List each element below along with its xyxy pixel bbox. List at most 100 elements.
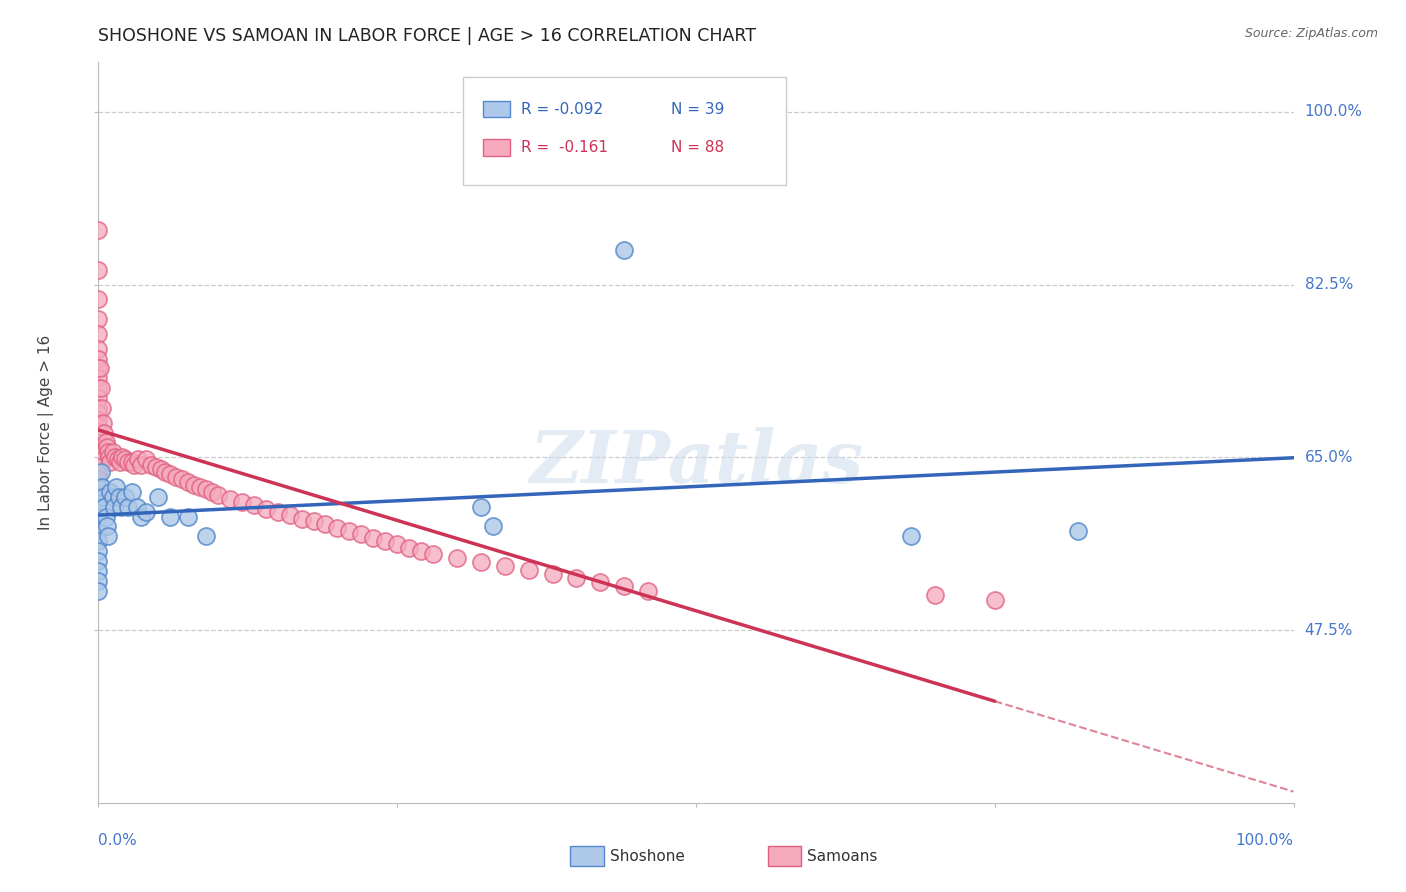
Point (103, 500, 125, 514)
Point (98, 450, 121, 465)
Point (87, 418, 110, 433)
Point (135, 452, 157, 467)
Point (110, 500, 132, 514)
Point (87, 448, 110, 462)
Point (107, 452, 129, 467)
Point (159, 467, 181, 481)
Point (90, 381, 112, 395)
Point (326, 521, 349, 535)
Point (101, 445, 124, 459)
Point (111, 450, 134, 465)
Point (90, 465, 112, 479)
Point (924, 589, 946, 603)
Point (139, 458, 162, 473)
Point (87, 401, 110, 415)
Point (96, 519, 118, 533)
Point (470, 500, 492, 514)
Point (87, 583, 110, 598)
FancyBboxPatch shape (484, 139, 509, 156)
Point (117, 500, 139, 514)
Text: Samoans: Samoans (807, 848, 877, 863)
Point (93, 500, 115, 514)
Point (87, 454, 110, 468)
Point (87, 490, 110, 504)
Point (87, 342, 110, 356)
Point (87, 574, 110, 588)
Point (613, 243, 636, 257)
Point (165, 470, 187, 484)
Point (155, 465, 177, 479)
Point (350, 527, 373, 541)
Point (207, 488, 229, 502)
Point (565, 571, 588, 585)
Point (243, 498, 266, 512)
Text: R =  -0.161: R = -0.161 (522, 140, 609, 155)
Point (177, 475, 200, 489)
Point (87, 480, 110, 494)
Point (87, 564, 110, 578)
Text: R = -0.092: R = -0.092 (522, 102, 603, 117)
Point (124, 458, 146, 473)
Point (87, 326, 110, 341)
Point (107, 490, 129, 504)
Point (87, 223, 110, 237)
Point (87, 466, 110, 480)
Point (98, 484, 122, 499)
Text: N = 88: N = 88 (671, 140, 724, 155)
Point (87, 293, 110, 307)
Point (87, 351, 110, 366)
Point (172, 472, 194, 486)
Point (984, 593, 1007, 607)
Point (613, 579, 636, 593)
Point (117, 455, 139, 469)
Point (114, 452, 136, 467)
Point (87, 500, 110, 514)
Point (188, 480, 211, 494)
Point (1067, 524, 1090, 539)
Point (183, 478, 205, 492)
Point (87, 509, 110, 524)
Point (121, 484, 143, 499)
Point (87, 361, 110, 376)
Point (131, 509, 153, 524)
Text: 0.0%: 0.0% (98, 833, 138, 848)
Point (411, 544, 433, 558)
Point (302, 515, 325, 529)
Text: 82.5%: 82.5% (1305, 277, 1353, 292)
Point (87, 262, 110, 277)
Point (101, 490, 124, 504)
Point (87, 431, 110, 445)
Point (98, 455, 122, 469)
Point (114, 490, 136, 504)
Point (149, 462, 172, 476)
Text: ZIPatlas: ZIPatlas (529, 426, 863, 498)
Point (87, 554, 110, 568)
Point (131, 458, 153, 473)
Point (446, 551, 468, 566)
FancyBboxPatch shape (571, 846, 605, 866)
Point (87, 406, 110, 420)
Point (91, 416, 114, 430)
Point (87, 425, 110, 439)
Point (363, 531, 385, 545)
Text: In Labor Force | Age > 16: In Labor Force | Age > 16 (38, 335, 53, 530)
Point (108, 455, 131, 469)
Point (900, 529, 922, 543)
Point (267, 505, 290, 519)
Point (91, 490, 114, 504)
FancyBboxPatch shape (484, 101, 509, 117)
Point (481, 519, 505, 533)
Point (135, 505, 157, 519)
Point (541, 566, 564, 581)
Point (94, 509, 117, 524)
Text: 100.0%: 100.0% (1236, 833, 1294, 848)
Text: N = 39: N = 39 (671, 102, 724, 117)
Point (87, 534, 110, 549)
Point (87, 472, 110, 486)
Point (201, 484, 224, 499)
FancyBboxPatch shape (463, 78, 786, 185)
Text: 65.0%: 65.0% (1305, 450, 1353, 465)
Point (91, 401, 114, 415)
Point (89, 361, 111, 376)
Point (422, 547, 444, 561)
